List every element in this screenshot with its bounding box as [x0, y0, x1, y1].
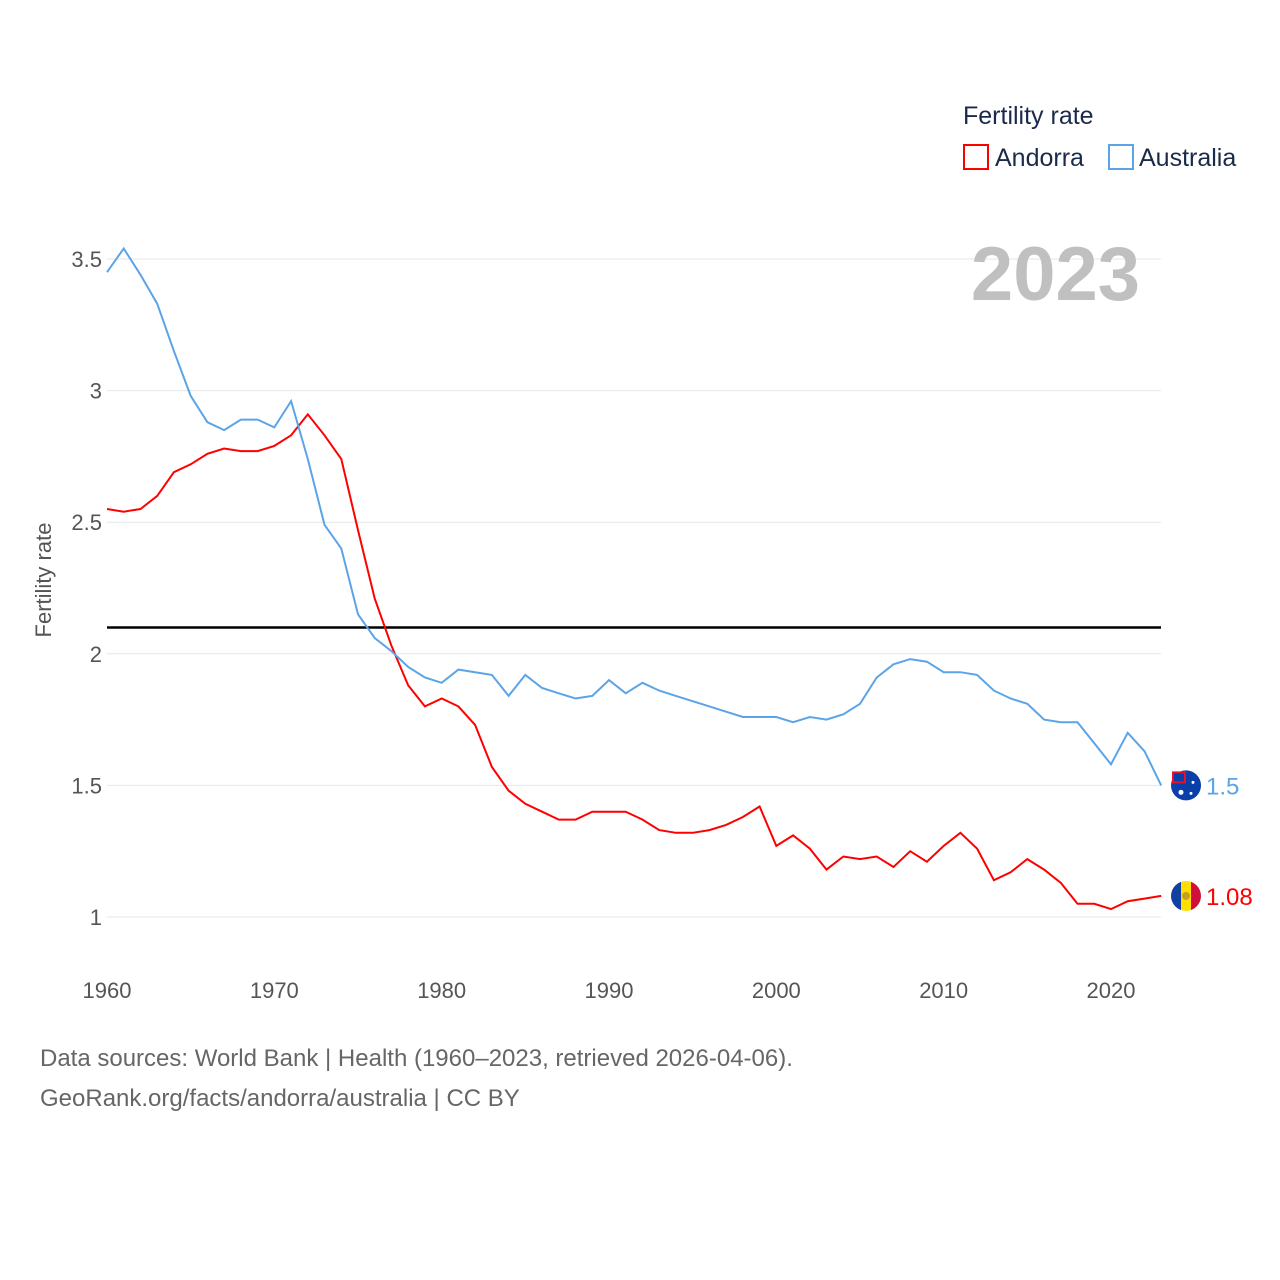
- flag-australia-icon: [1171, 770, 1201, 801]
- y-tick-label: 3: [90, 379, 102, 404]
- x-tick-label: 2000: [752, 978, 801, 1003]
- y-tick-label: 1: [90, 905, 102, 930]
- flag-andorra-icon: [1171, 880, 1201, 911]
- x-tick-label: 1990: [585, 978, 634, 1003]
- y-tick-label: 2.5: [71, 510, 102, 535]
- footer-sources: Data sources: World Bank | Health (1960–…: [40, 1045, 793, 1072]
- legend-title: Fertility rate: [963, 102, 1094, 130]
- legend-swatch-andorra: [963, 144, 989, 170]
- x-tick-label: 1980: [417, 978, 466, 1003]
- y-tick-label: 3.5: [71, 247, 102, 272]
- legend-label-australia[interactable]: Australia: [1139, 144, 1236, 172]
- legend-label-andorra[interactable]: Andorra: [995, 144, 1084, 172]
- x-tick-label: 2010: [919, 978, 968, 1003]
- end-label-andorra: 1.08: [1206, 884, 1253, 911]
- x-tick-label: 2020: [1087, 978, 1136, 1003]
- year-watermark: 2023: [971, 232, 1140, 317]
- y-axis-label: Fertility rate: [31, 523, 56, 638]
- series-line-andorra: [106, 412, 1162, 911]
- y-tick-label: 2: [90, 642, 102, 667]
- x-tick-label: 1960: [83, 978, 132, 1003]
- series-line-australia: [106, 246, 1163, 786]
- legend-swatch-australia: [1108, 144, 1134, 170]
- x-tick-label: 1970: [250, 978, 299, 1003]
- footer-attribution[interactable]: GeoRank.org/facts/andorra/australia | CC…: [40, 1085, 520, 1112]
- y-tick-label: 1.5: [71, 773, 102, 798]
- end-label-australia: 1.5: [1206, 773, 1239, 800]
